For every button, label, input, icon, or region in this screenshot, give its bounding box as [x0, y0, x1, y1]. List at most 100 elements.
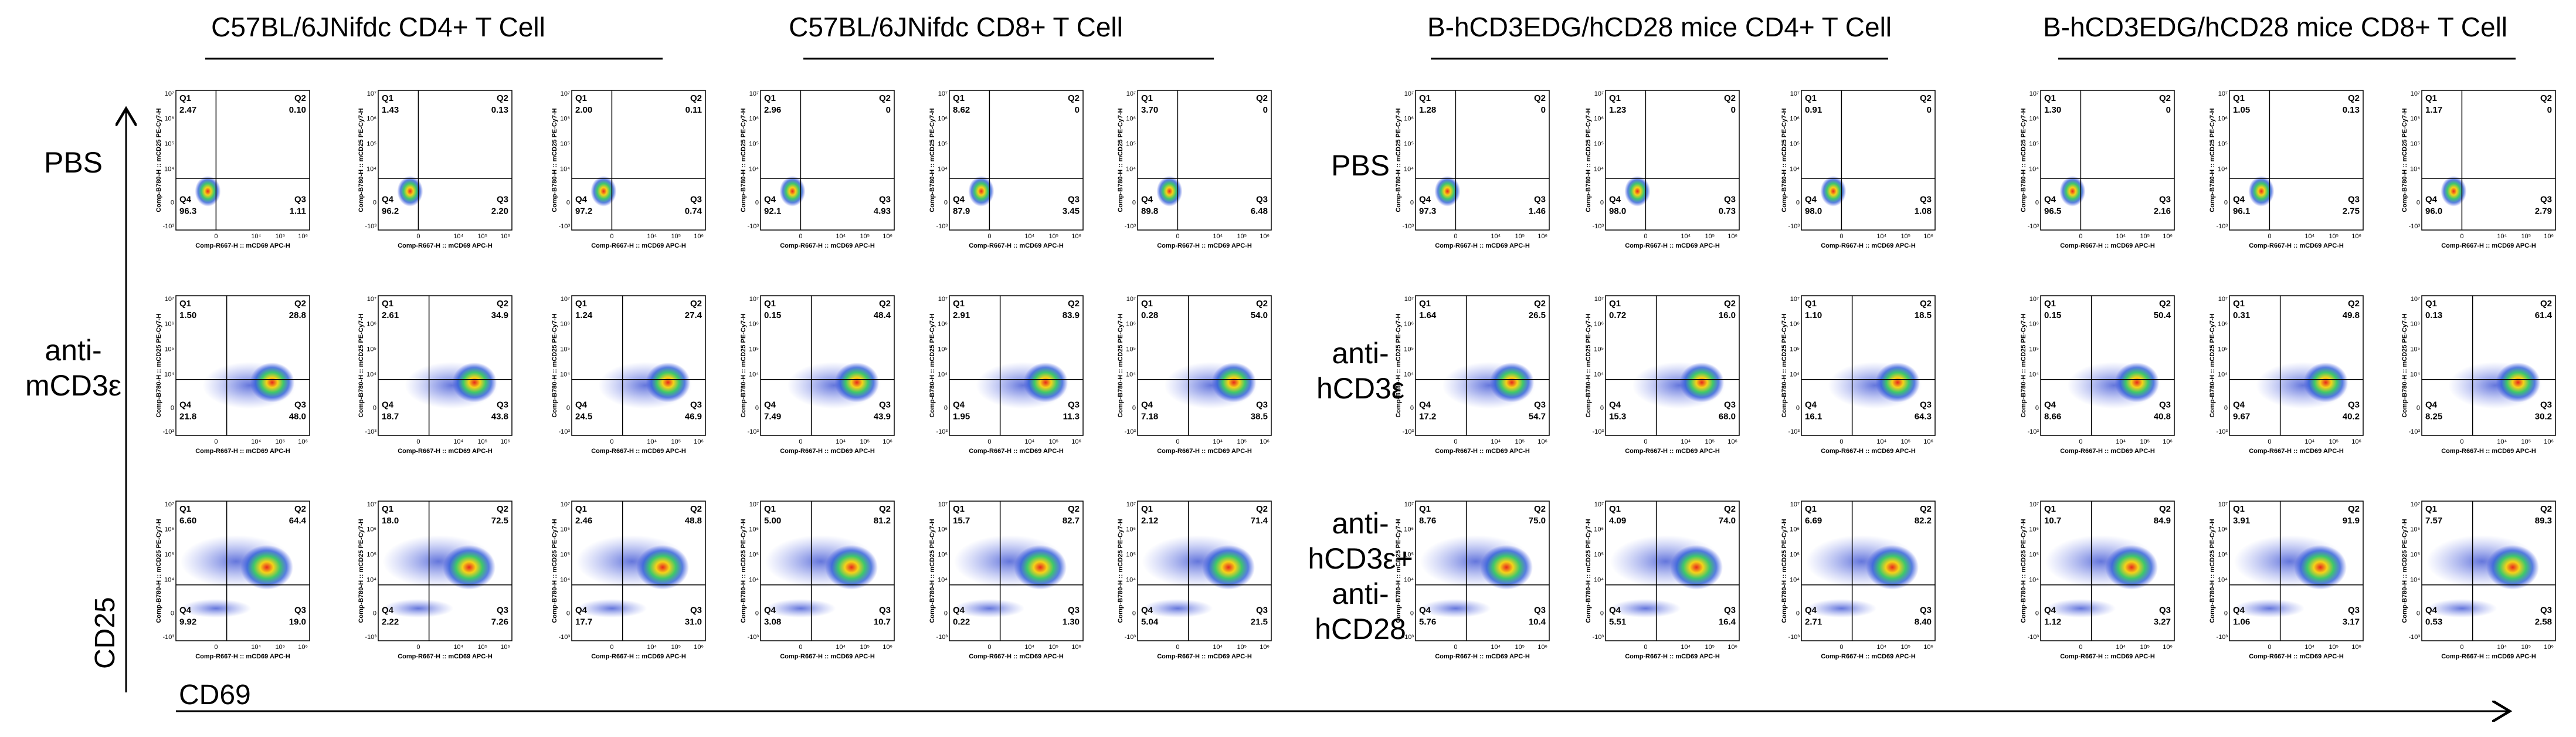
quadrant-value: 2.75	[2343, 206, 2360, 216]
quadrant-name: Q2	[1534, 93, 1546, 103]
x-tick-label: 0	[2460, 438, 2463, 445]
y-tick-label: 0	[1600, 610, 1604, 617]
quadrant-name: Q3	[1256, 605, 1268, 615]
x-tick-label: 10⁴	[2305, 438, 2314, 445]
quadrant-name: Q3	[2348, 400, 2360, 410]
x-tick-label: 10⁴	[647, 233, 657, 240]
x-axis-title: Comp-R667-H :: mCD69 APC-H	[398, 653, 493, 660]
y-axis-title: Comp-B780-H :: mCD25 PE-Cy7-H	[1395, 108, 1402, 212]
x-tick-label: 0	[2268, 644, 2271, 651]
x-axis-title: Comp-R667-H :: mCD69 APC-H	[780, 653, 875, 660]
y-axis-title: Comp-B780-H :: mCD25 PE-Cy7-H	[1585, 313, 1592, 417]
y-tick-label: 0	[2224, 610, 2228, 617]
quadrant-name: Q4	[179, 400, 192, 410]
quadrant-value: 15.7	[953, 516, 970, 526]
x-axis-title: Comp-R667-H :: mCD69 APC-H	[195, 448, 290, 455]
quadrant-name: Q3	[2348, 605, 2360, 615]
y-tick-label: -10³	[162, 428, 174, 435]
quadrant-name: Q1	[382, 504, 393, 514]
quadrant-name: Q4	[179, 605, 192, 615]
y-tick-label: 0	[566, 404, 570, 411]
x-axis-title: Comp-R667-H :: mCD69 APC-H	[1435, 653, 1530, 660]
x-tick-label: 0	[799, 233, 802, 240]
x-axis-title: Comp-R667-H :: mCD69 APC-H	[1625, 653, 1720, 660]
x-axis-title: Comp-R667-H :: mCD69 APC-H	[1625, 242, 1720, 249]
x-tick-label: 10⁵	[2329, 644, 2339, 651]
y-tick-label: -10³	[1592, 428, 1604, 435]
y-tick-label: 0	[171, 404, 174, 411]
quadrant-value: 2.16	[2154, 206, 2171, 216]
quadrant-name: Q2	[1256, 93, 1268, 103]
x-tick-label: 10⁴	[2116, 233, 2126, 240]
quadrant-value: 2.47	[179, 105, 196, 115]
cell-cloud	[240, 545, 294, 590]
y-tick-label: 10⁷	[561, 296, 570, 303]
quadrant-name: Q4	[2044, 605, 2056, 615]
y-tick-label: 0	[755, 404, 759, 411]
y-tick-label: 0	[1796, 199, 1800, 206]
y-tick-label: 10⁷	[1404, 90, 1414, 97]
x-tick-label: 10⁶	[298, 644, 308, 651]
cell-cloud	[452, 362, 497, 403]
quadrant-name: Q2	[2159, 299, 2171, 309]
x-tick-label: 0	[1176, 644, 1179, 651]
quadrant-name: Q3	[879, 400, 891, 410]
quadrant-value: 1.43	[382, 105, 399, 115]
quadrant-value: 50.4	[2154, 310, 2171, 320]
quadrant-value: 75.0	[1529, 516, 1546, 526]
cell-cloud	[636, 545, 690, 590]
quadrant-name: Q2	[2348, 504, 2360, 514]
cell-cloud	[834, 362, 880, 403]
y-tick-label: -10³	[1402, 223, 1414, 230]
x-tick-label: 0	[2460, 233, 2463, 240]
y-tick-label: 10⁶	[2410, 526, 2420, 533]
y-tick-label: -10³	[936, 634, 948, 641]
y-axis-title: Comp-B780-H :: mCD25 PE-Cy7-H	[1585, 519, 1592, 623]
y-tick-label: 10⁴	[1404, 576, 1414, 583]
quadrant-value: 5.00	[764, 516, 781, 526]
y-tick-label: 0	[755, 610, 759, 617]
y-tick-label: 10⁴	[560, 576, 570, 583]
y-tick-label: 0	[373, 404, 376, 411]
quadrant-name: Q1	[1141, 93, 1153, 103]
x-tick-label: 10⁶	[1538, 644, 1547, 651]
quadrant-value: 6.60	[179, 516, 196, 526]
x-tick-label: 10⁶	[1071, 644, 1081, 651]
quadrant-name: Q1	[953, 299, 965, 309]
y-axis-title: Comp-B780-H :: mCD25 PE-Cy7-H	[2209, 108, 2216, 212]
x-tick-label: 10⁵	[2521, 438, 2531, 445]
quadrant-name: Q4	[1419, 400, 1431, 410]
x-tick-label: 10⁵	[2329, 438, 2339, 445]
x-tick-label: 10⁶	[500, 438, 510, 445]
quadrant-name: Q3	[1068, 194, 1080, 204]
quadrant-value: 96.0	[2425, 206, 2442, 216]
quadrant-value: 64.4	[289, 516, 307, 526]
cell-cloud	[181, 599, 252, 618]
y-tick-label: 0	[1600, 199, 1604, 206]
quadrant-value: 1.24	[575, 310, 593, 320]
quadrant-value: 48.0	[289, 411, 306, 421]
quadrant-value: 97.2	[575, 206, 592, 216]
y-tick-label: 10⁷	[1790, 296, 1800, 303]
quadrant-value: 3.70	[1141, 105, 1158, 115]
quadrant-name: Q1	[2425, 299, 2437, 309]
y-tick-label: 10⁷	[1126, 501, 1136, 508]
y-tick-label: 10⁵	[2410, 140, 2420, 147]
y-tick-label: 10⁷	[561, 501, 570, 508]
y-axis-title: Comp-B780-H :: mCD25 PE-Cy7-H	[1117, 313, 1124, 417]
y-axis-title: Comp-B780-H :: mCD25 PE-Cy7-H	[551, 519, 558, 623]
quadrant-value: 1.28	[1419, 105, 1436, 115]
quadrant-value: 1.46	[1529, 206, 1546, 216]
y-tick-label: 10⁷	[165, 501, 174, 508]
x-tick-label: 0	[799, 644, 802, 651]
quadrant-value: 18.5	[1915, 310, 1932, 320]
y-tick-label: 10⁵	[749, 346, 759, 353]
quadrant-value: 43.8	[491, 411, 508, 421]
x-tick-label: 10⁵	[275, 438, 285, 445]
x-tick-label: 10⁶	[1260, 644, 1270, 651]
quadrant-name: Q4	[1419, 194, 1431, 204]
x-tick-label: 10⁵	[1900, 644, 1910, 651]
